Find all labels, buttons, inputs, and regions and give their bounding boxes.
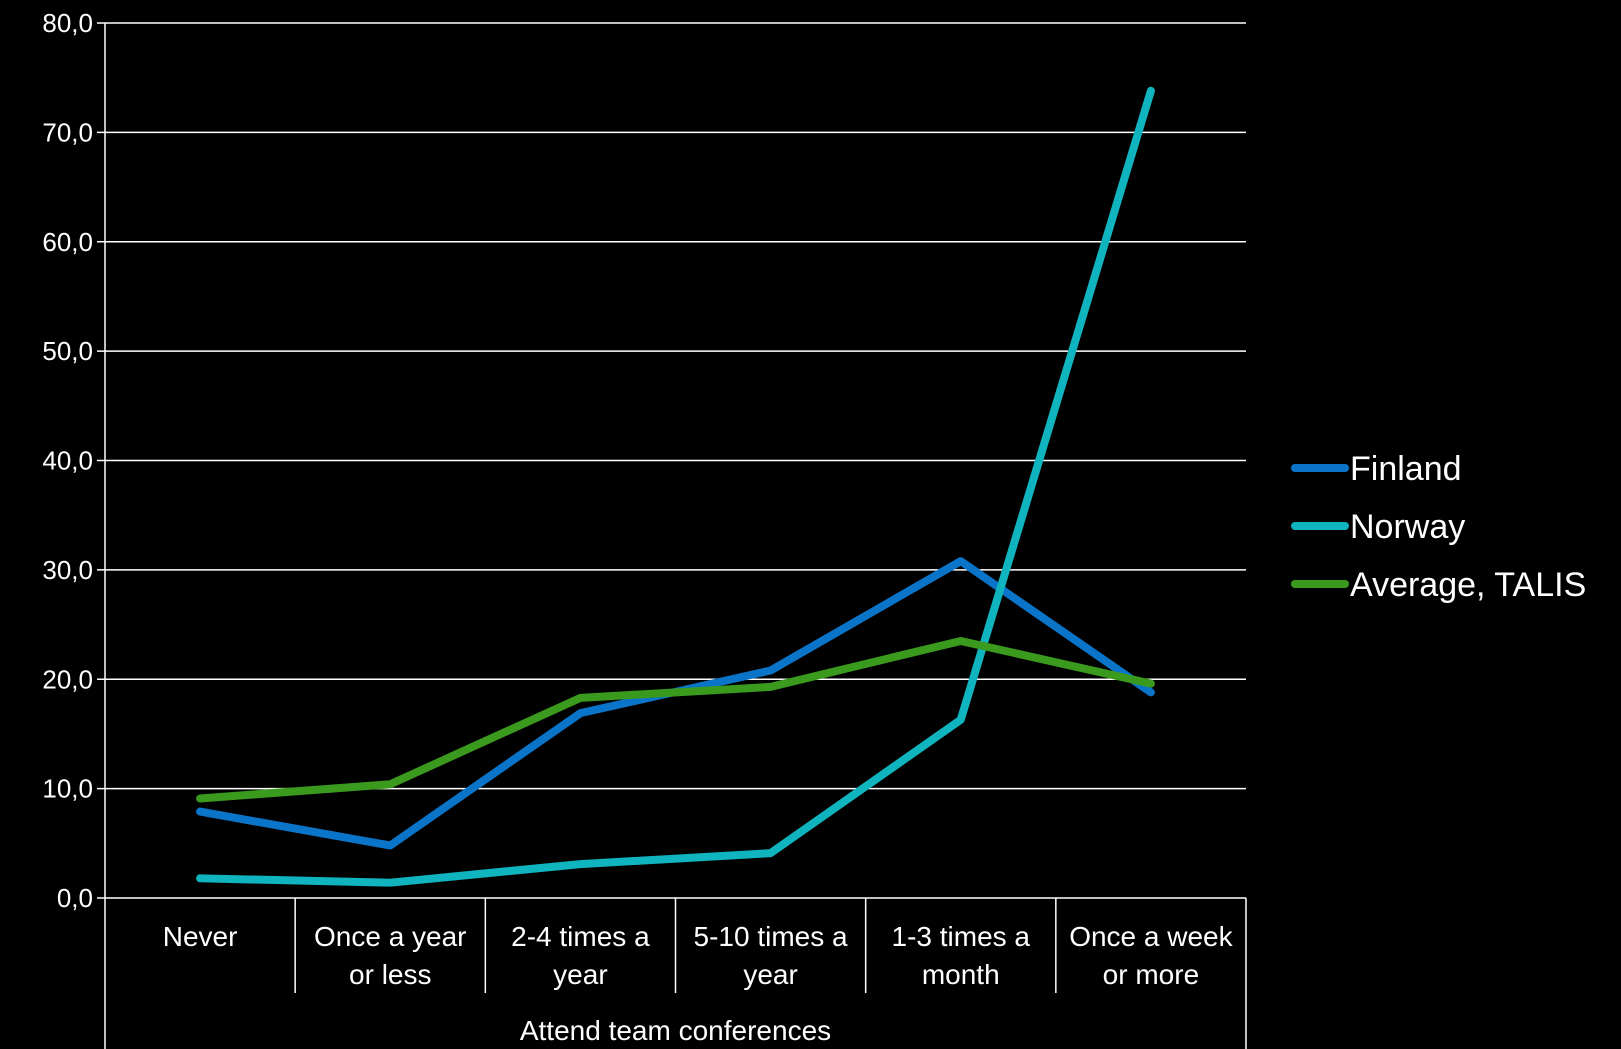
x-axis-title: Attend team conferences — [520, 1015, 831, 1046]
series-line-average-talis — [196, 636, 1155, 803]
legend-label: Average, TALIS — [1350, 566, 1586, 604]
legend: Finland Norway Average, TALIS — [1291, 450, 1586, 604]
legend-label: Finland — [1350, 450, 1462, 488]
x-tick-label: 5-10 times a — [694, 921, 848, 952]
x-tick-label: Never — [163, 921, 238, 952]
x-tick-label: Once a year — [314, 921, 467, 952]
series-lines — [196, 86, 1155, 887]
y-tick-label: 20,0 — [42, 664, 93, 694]
x-tick-label: 1-3 times a — [892, 921, 1031, 952]
x-tick-label: year — [743, 959, 797, 990]
y-tick-label: 40,0 — [42, 446, 93, 476]
x-tick-label: Once a week — [1069, 921, 1233, 952]
y-tick-label: 80,0 — [42, 8, 93, 38]
y-tick-label: 70,0 — [42, 117, 93, 147]
series-line-norway — [196, 86, 1155, 887]
gridlines — [105, 22, 1246, 899]
y-tick-label: 50,0 — [42, 336, 93, 366]
x-tick-label: year — [553, 959, 607, 990]
x-tick-label: month — [922, 959, 1000, 990]
y-axis-ticks: 0,0 10,0 20,0 30,0 40,0 50,0 60,0 70,0 80,0 — [42, 8, 105, 913]
axes — [104, 23, 1247, 1049]
y-tick-label: 30,0 — [42, 555, 93, 585]
legend-label: Norway — [1350, 508, 1465, 546]
y-tick-label: 0,0 — [57, 883, 93, 913]
y-tick-label: 60,0 — [42, 227, 93, 257]
x-axis-categories: Never Once a year or less 2-4 times a year 5-… — [163, 921, 1234, 990]
x-tick-label: 2-4 times a — [511, 921, 650, 952]
series-line-finland — [196, 557, 1155, 850]
x-tick-label: or more — [1103, 959, 1199, 990]
x-tick-label: or less — [349, 959, 431, 990]
y-tick-label: 10,0 — [42, 774, 93, 804]
